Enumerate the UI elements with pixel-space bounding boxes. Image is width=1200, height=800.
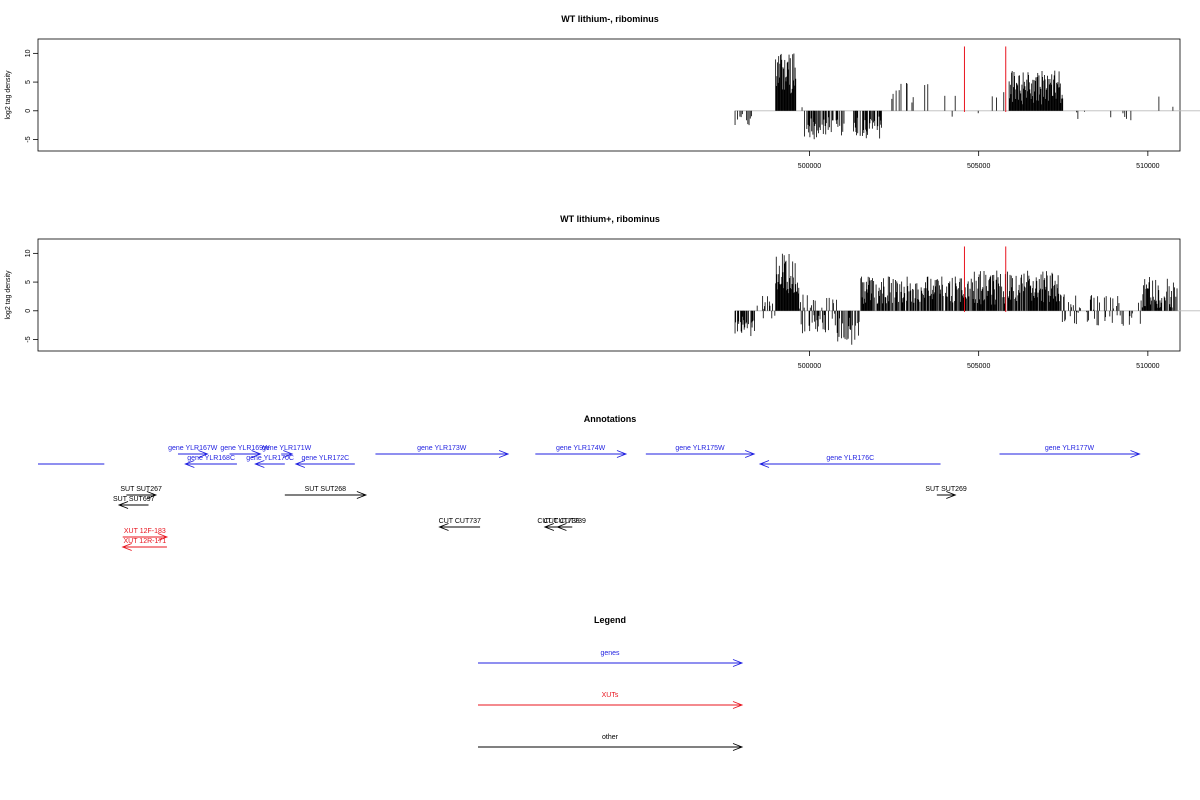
feature-arrow-head xyxy=(254,460,265,468)
y-axis-label: log2 tag density xyxy=(5,270,12,320)
feature-arrow-head xyxy=(146,491,158,499)
legend-arrow-head xyxy=(732,659,744,667)
y-tick-label: 0 xyxy=(25,309,32,313)
feature-label: XUT 12F-183 xyxy=(124,528,166,535)
y-tick-label: 5 xyxy=(25,80,32,84)
feature-label: gene YLR176C xyxy=(826,455,874,462)
track-panel-lithium-plus: WT lithium+, ribominus log2 tag density … xyxy=(5,214,1200,370)
panel-title: WT lithium-, ribominus xyxy=(561,14,659,24)
y-tick-label: 0 xyxy=(25,109,32,113)
legend-arrow-head xyxy=(732,701,744,709)
signal-bars xyxy=(734,53,1200,140)
x-tick-label: 510000 xyxy=(1136,163,1159,170)
x-axis: 500000 505000 510000 xyxy=(798,351,1160,370)
feature-label: gene YLR174W xyxy=(556,445,606,452)
feature-arrow-head xyxy=(556,523,567,531)
legend-label: genes xyxy=(600,650,620,657)
legend-label: other xyxy=(602,734,619,741)
feature-label: gene YLR167W xyxy=(168,445,218,452)
x-axis: 500000 505000 510000 xyxy=(798,151,1160,170)
x-tick-label: 500000 xyxy=(798,363,821,370)
feature-arrow-head xyxy=(616,450,628,458)
legend-label: XUTs xyxy=(602,692,619,699)
feature-label: gene YLR172C xyxy=(301,455,349,462)
annotations-title: Annotations xyxy=(584,414,637,424)
feature-label: gene YLR168C xyxy=(187,455,235,462)
feature-label: gene YLR177W xyxy=(1045,445,1095,452)
feature-label: CUT CUT738 xyxy=(537,518,579,525)
legend-entries: genes XUTs other xyxy=(478,650,744,751)
signal-bars xyxy=(734,253,1200,345)
feature-label: gene YLR171W xyxy=(262,445,312,452)
feature-arrow-head xyxy=(283,450,294,458)
feature-arrow-head xyxy=(1130,450,1141,458)
feature-label: SUT SUT267 xyxy=(120,486,162,493)
feature-arrow-head xyxy=(498,450,510,458)
feature-arrow-head xyxy=(356,491,368,499)
feature-arrow-head xyxy=(251,450,262,458)
feature-label: SUT SUT268 xyxy=(305,486,347,493)
y-axis-label: log2 tag density xyxy=(5,70,12,120)
legend-panel: Legend genes XUTs other xyxy=(478,615,744,751)
feature-arrow-head xyxy=(946,491,957,499)
legend-title: Legend xyxy=(594,615,626,625)
position-markers xyxy=(963,246,1007,312)
plot-frame xyxy=(37,38,1181,152)
feature-label: CUT CUT737 xyxy=(439,518,481,525)
y-axis: -5 0 5 10 xyxy=(25,49,38,143)
feature-arrow-head xyxy=(438,523,449,531)
feature-arrow-head xyxy=(121,543,132,551)
panel-title: WT lithium+, ribominus xyxy=(560,214,660,224)
x-tick-label: 505000 xyxy=(967,163,990,170)
y-tick-label: 10 xyxy=(25,49,32,57)
feature-arrow-head xyxy=(294,460,306,468)
position-markers xyxy=(963,46,1007,112)
y-tick-label: -5 xyxy=(25,336,32,342)
x-tick-label: 505000 xyxy=(967,363,990,370)
feature-label: gene YLR175W xyxy=(675,445,725,452)
feature-arrow-head xyxy=(543,523,555,531)
feature-arrow-head xyxy=(157,533,169,541)
feature-label: gene YLR170C xyxy=(246,455,294,462)
feature-arrow-head xyxy=(198,450,209,458)
y-tick-label: 5 xyxy=(25,280,32,284)
feature-label: XUT 12R-171 xyxy=(123,538,166,545)
feature-label: SUT SUT269 xyxy=(925,486,967,493)
feature-arrow-head xyxy=(117,501,129,509)
feature-arrow-head xyxy=(758,460,770,468)
y-tick-label: 10 xyxy=(25,249,32,257)
y-tick-label: -5 xyxy=(25,136,32,142)
feature-label: CUT CUT739 xyxy=(544,518,586,525)
legend-arrow-head xyxy=(732,743,744,751)
y-axis: -5 0 5 10 xyxy=(25,249,38,343)
feature-label: SUT SUT697 xyxy=(113,496,155,503)
feature-label: gene YLR173W xyxy=(417,445,467,452)
x-tick-label: 500000 xyxy=(798,163,821,170)
feature-label: gene YLR169W xyxy=(220,445,270,452)
plot-frame xyxy=(37,238,1181,352)
feature-arrow-head xyxy=(744,450,756,458)
track-panel-lithium-minus: WT lithium-, ribominus log2 tag density … xyxy=(5,14,1200,170)
feature-arrow-head xyxy=(184,460,195,468)
x-tick-label: 510000 xyxy=(1136,363,1159,370)
annotations-panel: Annotations gene YLR167W gene YLR168C gene… xyxy=(38,414,1141,551)
